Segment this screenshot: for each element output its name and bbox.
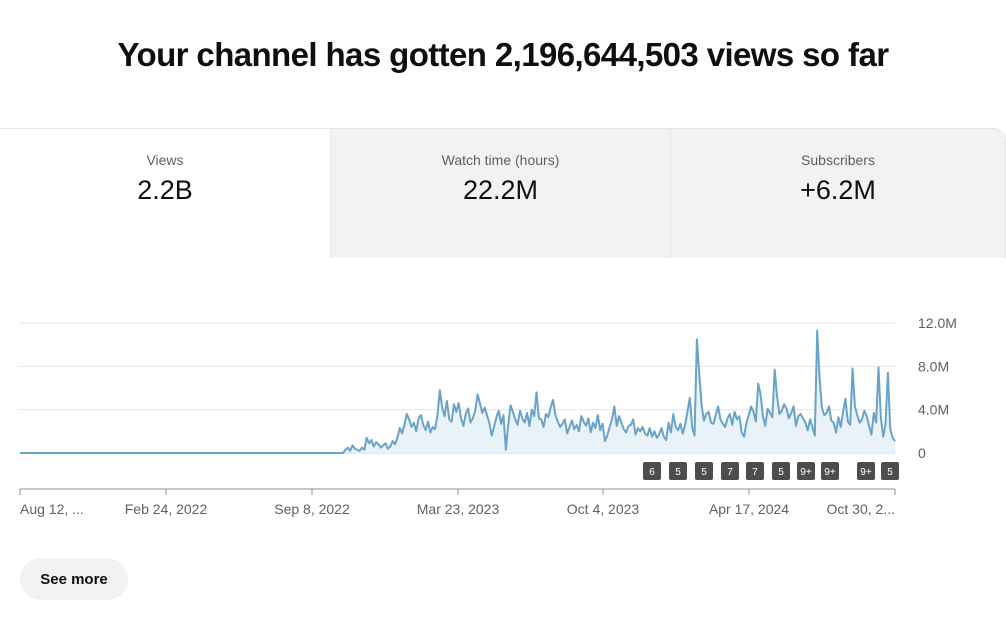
views-chart[interactable]: 12.0M 8.0M 4.0M 0 6 5 5 7 7 5 9+ 9+ 9+ 5 Aug 12, ... Fe… bbox=[0, 300, 1006, 530]
event-badge-count: 5 bbox=[701, 467, 707, 478]
tab-views-label: Views bbox=[146, 152, 184, 168]
event-badge-count: 7 bbox=[752, 467, 758, 478]
tab-watch-time-value: 22.2M bbox=[462, 175, 539, 205]
tab-subscribers-value: +6.2M bbox=[800, 175, 876, 205]
y-tick-label: 8.0M bbox=[918, 358, 949, 374]
event-badge[interactable] bbox=[797, 462, 815, 480]
event-badge-count: 6 bbox=[649, 467, 655, 478]
page-title: Your channel has gotten 2,196,644,503 vi… bbox=[117, 36, 890, 73]
x-tick-label: Oct 4, 2023 bbox=[567, 501, 640, 517]
tab-watch-time-label: Watch time (hours) bbox=[441, 152, 560, 168]
tab-subscribers[interactable]: Subscribers +6.2M bbox=[671, 129, 1005, 258]
tab-watch-time[interactable]: Watch time (hours) 22.2M bbox=[331, 129, 671, 258]
event-badge-count: 9+ bbox=[800, 467, 812, 478]
event-badge[interactable] bbox=[881, 462, 899, 480]
event-badge[interactable] bbox=[746, 462, 764, 480]
series-line bbox=[20, 329, 896, 454]
event-badge[interactable] bbox=[721, 462, 739, 480]
event-badge[interactable] bbox=[857, 462, 875, 480]
x-tick-label: Aug 12, ... bbox=[20, 501, 84, 517]
event-badge-count: 9+ bbox=[860, 467, 872, 478]
x-tick-label: Apr 17, 2024 bbox=[709, 501, 789, 517]
event-badge-count: 7 bbox=[727, 467, 733, 478]
event-badge[interactable] bbox=[643, 462, 661, 480]
tab-views-value: 2.2B bbox=[137, 175, 193, 205]
y-tick-label: 12.0M bbox=[918, 315, 957, 331]
event-badge-count: 9+ bbox=[824, 467, 836, 478]
metric-tabs: Views 2.2B Watch time (hours) 22.2M Subs… bbox=[0, 128, 1006, 258]
event-badge[interactable] bbox=[695, 462, 713, 480]
x-tick-label: Sep 8, 2022 bbox=[274, 501, 350, 517]
y-tick-label: 4.0M bbox=[918, 402, 949, 418]
x-tick-label: Feb 24, 2022 bbox=[125, 501, 208, 517]
x-tick-label: Oct 30, 2... bbox=[827, 501, 895, 517]
event-badge-count: 5 bbox=[778, 467, 784, 478]
event-badge[interactable] bbox=[772, 462, 790, 480]
see-more-button[interactable]: See more bbox=[20, 558, 128, 600]
y-tick-label: 0 bbox=[918, 445, 926, 461]
event-badge-count: 5 bbox=[675, 467, 681, 478]
event-badge-count: 5 bbox=[887, 467, 893, 478]
event-badge[interactable] bbox=[669, 462, 687, 480]
tab-views[interactable]: Views 2.2B bbox=[0, 129, 331, 258]
x-tick-label: Mar 23, 2023 bbox=[417, 501, 500, 517]
series-area bbox=[20, 330, 895, 453]
tab-subscribers-label: Subscribers bbox=[801, 152, 875, 168]
event-badge[interactable] bbox=[821, 462, 839, 480]
